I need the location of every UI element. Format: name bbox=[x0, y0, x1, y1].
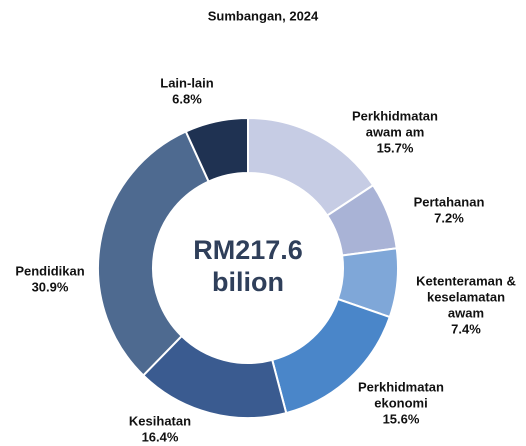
value-label: 15.7% bbox=[377, 140, 414, 155]
slice-label: Kesihatan bbox=[129, 413, 191, 428]
donut-slice bbox=[270, 297, 392, 415]
value-label: 7.4% bbox=[451, 321, 481, 336]
donut-slice bbox=[184, 116, 249, 183]
slice-label: awam bbox=[448, 305, 484, 320]
slice-label: awam am bbox=[366, 124, 425, 139]
slice-label: Pertahanan bbox=[414, 194, 485, 209]
value-label: 15.6% bbox=[383, 411, 420, 426]
slice-label: Perkhidmatan bbox=[358, 379, 444, 394]
value-label: 16.4% bbox=[142, 429, 179, 444]
slice-label: Lain-lain bbox=[160, 75, 214, 90]
center-label: bilion bbox=[212, 267, 284, 297]
center-label: RM217.6 bbox=[193, 235, 303, 265]
value-label: 30.9% bbox=[32, 279, 69, 294]
value-label: 7.2% bbox=[434, 210, 464, 225]
slice-label: Perkhidmatan bbox=[352, 108, 438, 123]
slice-label: Pendidikan bbox=[15, 263, 84, 278]
donut-slice bbox=[97, 130, 210, 377]
slice-label: Ketenteraman & bbox=[416, 273, 516, 288]
slice-label: ekonomi bbox=[374, 395, 427, 410]
slice-label: keselamatan bbox=[427, 289, 505, 304]
chart-title: Sumbangan, 2024 bbox=[208, 8, 319, 23]
value-label: 6.8% bbox=[172, 91, 202, 106]
